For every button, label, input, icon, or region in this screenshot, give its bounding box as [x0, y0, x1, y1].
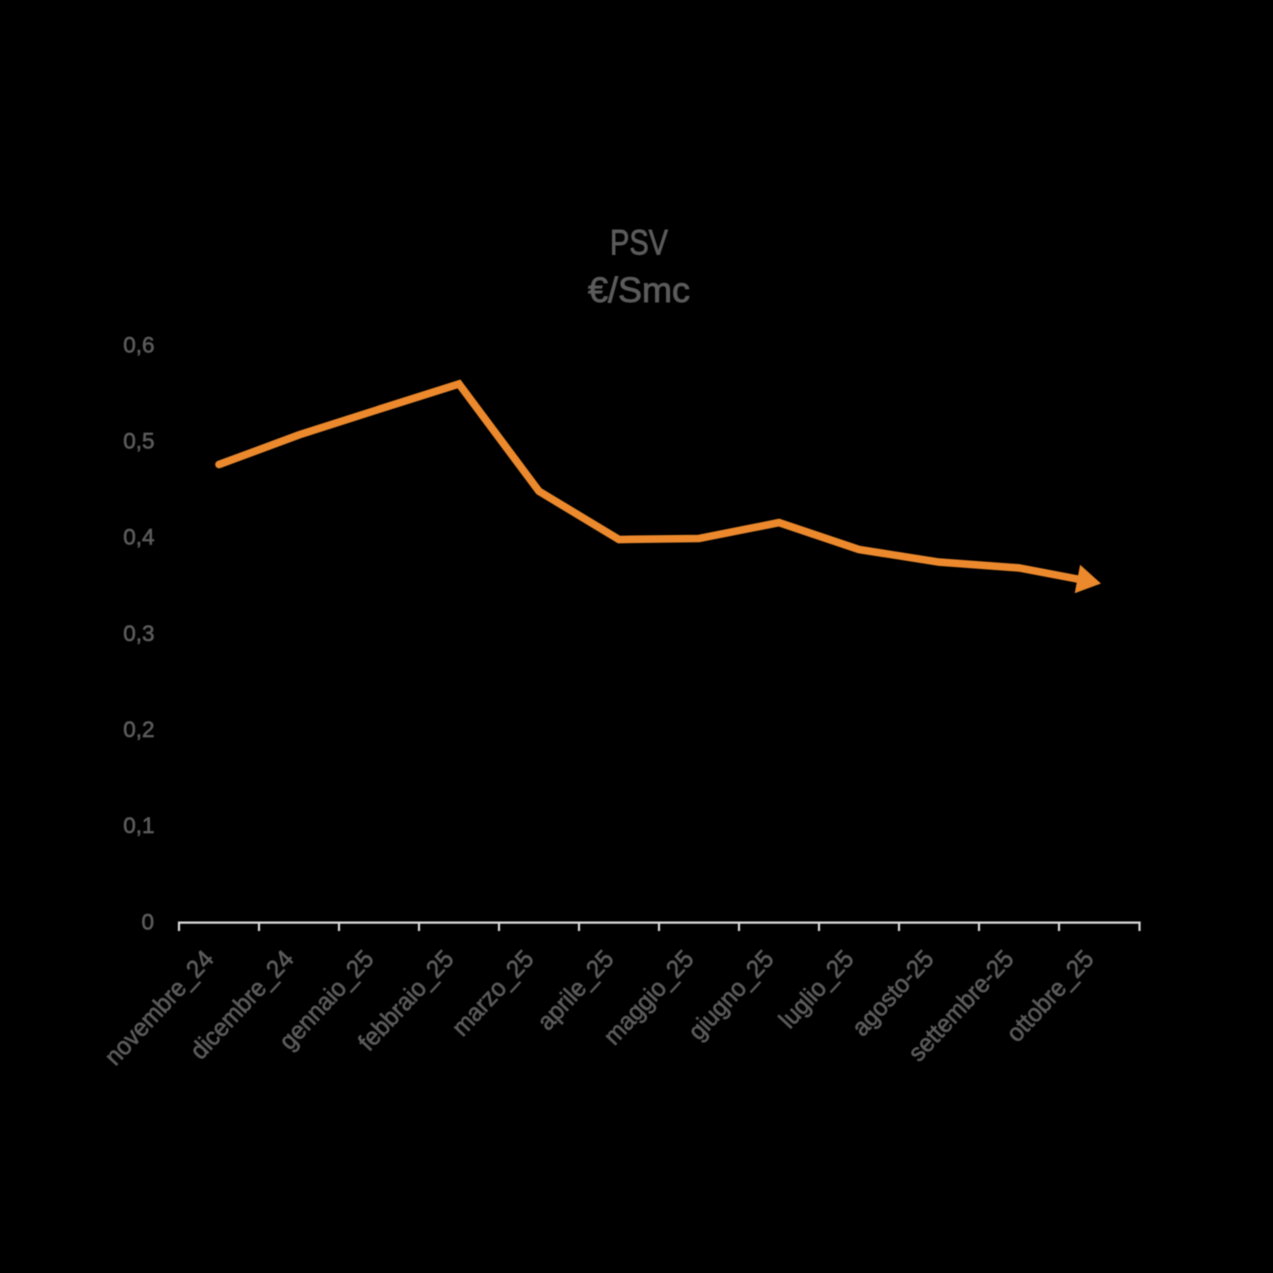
- svg-text:0,2: 0,2: [123, 717, 154, 742]
- svg-text:0,6: 0,6: [123, 332, 154, 357]
- svg-text:0: 0: [141, 909, 154, 934]
- svg-text:0,5: 0,5: [123, 429, 154, 454]
- svg-text:€/Smc: €/Smc: [588, 270, 690, 310]
- svg-text:0,1: 0,1: [123, 813, 154, 838]
- svg-text:0,3: 0,3: [123, 621, 154, 646]
- svg-text:PSV: PSV: [610, 223, 668, 263]
- svg-text:0,4: 0,4: [123, 525, 154, 550]
